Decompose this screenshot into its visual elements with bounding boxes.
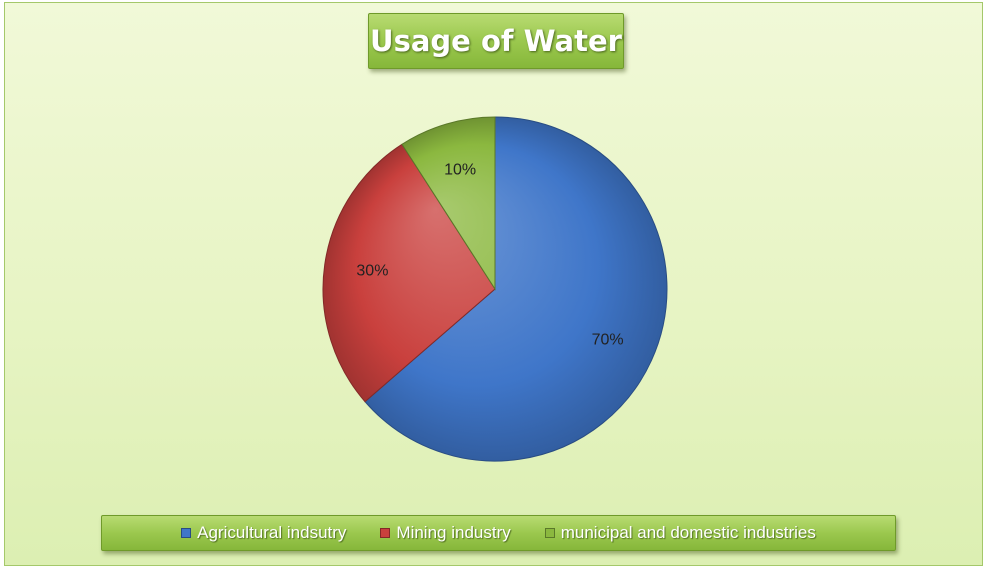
pie-chart: 70% 30% 10% bbox=[322, 116, 668, 462]
chart-title-box: Usage of Water bbox=[368, 13, 624, 69]
legend-swatch-mining bbox=[380, 528, 391, 538]
pie-slice-mining bbox=[322, 143, 496, 403]
legend-item-mining: Mining industry bbox=[380, 523, 511, 543]
chart-title: Usage of Water bbox=[370, 24, 622, 58]
legend-label-municipal: municipal and domestic industries bbox=[560, 523, 816, 542]
legend-item-municipal: municipal and domestic industries bbox=[544, 523, 816, 543]
legend-swatch-municipal bbox=[544, 528, 555, 538]
data-label-agricultural: 70% bbox=[592, 332, 624, 349]
legend-label-mining: Mining industry bbox=[396, 523, 511, 542]
legend-swatch-agricultural bbox=[181, 528, 192, 538]
legend: Agricultural indsutry Mining industry mu… bbox=[101, 515, 896, 551]
data-label-mining: 30% bbox=[356, 263, 388, 280]
legend-label-agricultural: Agricultural indsutry bbox=[197, 523, 347, 542]
pie-slice-agricultural bbox=[364, 116, 668, 462]
chart-area: Usage of Water 70% 30% 10% Agricultural in… bbox=[4, 2, 983, 566]
legend-item-agricultural: Agricultural indsutry bbox=[181, 523, 346, 543]
pie-slice-municipal bbox=[401, 116, 496, 291]
data-label-municipal: 10% bbox=[444, 161, 476, 178]
